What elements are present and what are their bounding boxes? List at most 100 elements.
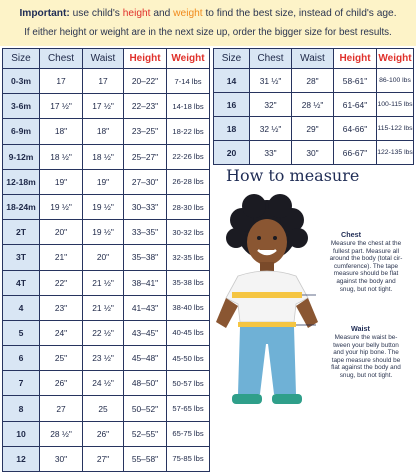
banner-important-label: Important: (19, 8, 70, 19)
annotation-line: around the body (total cir- (329, 255, 403, 263)
cell-chest: 18" (39, 118, 83, 145)
banner-weight-word: weight (173, 8, 203, 19)
cell-height: 27–30" (123, 168, 167, 195)
cell-size: 8 (2, 395, 40, 422)
table-row: 10 28 ½" 26" 52–55" 65-75 lbs (2, 420, 210, 447)
table-row: 18 32 ½" 29" 64-66" 115-122 lbs (213, 116, 414, 141)
cell-height: 55–58" (123, 445, 167, 472)
banner-text-a: use child's (69, 8, 123, 19)
header-weight: Weight (376, 48, 414, 69)
cell-waist: 29" (291, 116, 334, 141)
cell-chest: 19 ½" (39, 193, 83, 221)
cell-weight: 38-40 lbs (166, 294, 210, 321)
annotation-line: tape measure should be (331, 356, 401, 364)
cell-weight: 122-135 lbs (376, 140, 414, 165)
cell-chest: 17 (39, 67, 83, 95)
cell-weight: 14-18 lbs (166, 93, 210, 120)
cell-height: 22–23" (123, 93, 167, 120)
annotation-line: tween your belly button (333, 341, 399, 349)
cell-height: 45–48" (123, 345, 167, 372)
cell-size: 9-12m (2, 143, 40, 170)
cell-size: 3T (2, 244, 40, 271)
annotation-line: snug, but not tight. (339, 285, 393, 293)
cell-weight: 18-22 lbs (166, 118, 210, 145)
tape-measure-chest-icon (232, 292, 302, 298)
cell-height: 30–33" (123, 193, 167, 221)
cell-weight: 30-32 lbs (166, 219, 210, 246)
cell-size: 4T (2, 269, 40, 296)
banner-line-1: Important: use child's height and weight… (0, 8, 416, 19)
cell-height: 43–45" (123, 319, 167, 347)
table-row: 4 23" 21 ½" 41–43" 38-40 lbs (2, 294, 210, 321)
annotation-line: Measure the chest at the (330, 240, 402, 247)
table-row: 14 31 ½" 28" 58-61" 86-100 lbs (213, 68, 414, 93)
table-row: 5 24" 22 ½" 43–45" 40-45 lbs (2, 319, 210, 347)
cell-waist: 20" (82, 244, 124, 271)
table-row: 20 33" 30" 66-67" 122-135 lbs (213, 140, 414, 165)
cell-height: 33–35" (123, 219, 167, 246)
cell-size: 4 (2, 294, 40, 321)
cell-chest: 33" (249, 140, 292, 165)
cell-weight: 86-100 lbs (376, 68, 414, 93)
cell-weight: 22-26 lbs (166, 143, 210, 170)
cell-chest: 25" (39, 345, 83, 372)
cell-chest: 17 ½" (39, 93, 83, 120)
cell-height: 20–22" (123, 67, 167, 95)
cell-height: 66-67" (333, 140, 377, 165)
table-row: 6 25" 23 ½" 45–48" 45-50 lbs (2, 345, 210, 372)
pants-icon (238, 327, 296, 394)
cell-height: 41–43" (123, 294, 167, 321)
annotation-line: measure should be flat (333, 270, 399, 278)
cell-weight: 7-14 lbs (166, 67, 210, 95)
cell-waist: 21 ½" (82, 269, 124, 296)
annotation-line: against the body and (336, 277, 396, 285)
table-row: 2T 20" 19 ½" 33–35" 30-32 lbs (2, 219, 210, 246)
face-icon (247, 219, 287, 265)
table-row: 0-3m 17 17 20–22" 7-14 lbs (2, 67, 210, 95)
how-to-measure-title: How to measure (226, 166, 360, 185)
header-size: Size (213, 48, 250, 69)
cell-chest: 20" (39, 219, 83, 246)
cell-size: 6 (2, 345, 40, 372)
cell-size: 5 (2, 319, 40, 347)
cell-height: 35–38" (123, 244, 167, 271)
cell-waist: 23 ½" (82, 345, 124, 372)
cell-weight: 40-45 lbs (166, 319, 210, 347)
cell-size: 18 (213, 116, 250, 141)
header-waist: Waist (291, 48, 334, 69)
cell-size: 18-24m (2, 193, 40, 221)
banner-line-2: If either height or weight are in the ne… (24, 27, 392, 38)
header-weight: Weight (166, 48, 210, 69)
header-height: Height (123, 48, 167, 69)
cell-chest: 23" (39, 294, 83, 321)
cell-weight: 75-85 lbs (166, 445, 210, 472)
tape-measure-waist-icon (238, 322, 296, 327)
table-header-row: Size Chest Waist Height Weight (213, 48, 414, 69)
cell-size: 0-3m (2, 67, 40, 95)
cell-waist: 30" (291, 140, 334, 165)
cell-chest: 28 ½" (39, 420, 83, 447)
cell-chest: 24" (39, 319, 83, 347)
cell-size: 20 (213, 140, 250, 165)
waist-annotation-title: Waist (351, 324, 370, 333)
table-row: 12-18m 19" 19" 27–30" 26-28 lbs (2, 168, 210, 195)
table-header-row: Size Chest Waist Height Weight (2, 48, 210, 69)
cell-chest: 18 ½" (39, 143, 83, 170)
cell-weight: 50-57 lbs (166, 370, 210, 397)
chest-annotation-text: Measure the chest at the fullest part. Me… (316, 240, 416, 293)
cell-weight: 115-122 lbs (376, 116, 414, 141)
cell-size: 14 (213, 68, 250, 93)
cell-chest: 26" (39, 370, 83, 397)
header-size: Size (2, 48, 40, 69)
cell-waist: 17 ½" (82, 93, 124, 120)
size-chart-table-left: Size Chest Waist Height Weight 0-3m 17 17 2… (2, 48, 210, 472)
info-banner: Important: use child's height and weight… (0, 0, 416, 46)
cell-waist: 21 ½" (82, 294, 124, 321)
cell-weight: 65-75 lbs (166, 420, 210, 447)
cell-weight: 45-50 lbs (166, 345, 210, 372)
cell-chest: 32 ½" (249, 116, 292, 141)
cell-height: 64-66" (333, 116, 377, 141)
cell-size: 12-18m (2, 168, 40, 195)
table-row: 3T 21" 20" 35–38" 32-35 lbs (2, 244, 210, 271)
cell-waist: 24 ½" (82, 370, 124, 397)
